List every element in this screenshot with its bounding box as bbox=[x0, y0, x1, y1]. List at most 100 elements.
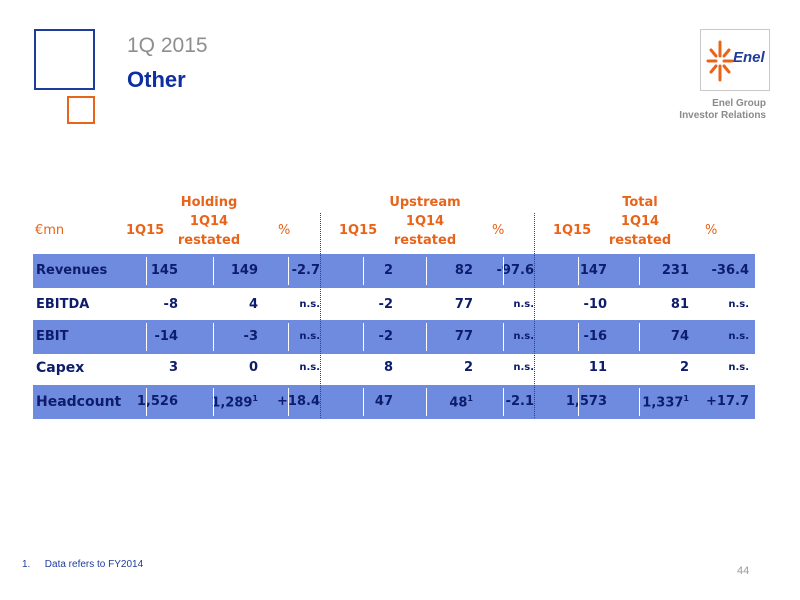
enel-logo: Enel bbox=[700, 29, 770, 91]
upstream-1q14-header: 1Q14 restated bbox=[380, 212, 470, 250]
table-row: EBITDA -8 4 n.s. -2 77 n.s. -10 81 n.s. bbox=[33, 288, 755, 322]
cell-u-2: -2.1 bbox=[474, 394, 534, 409]
cell-value: 81 bbox=[670, 297, 689, 312]
holding-1q14-line1: 1Q14 bbox=[189, 214, 229, 229]
holding-1q14-line2: restated bbox=[177, 233, 241, 248]
divider-upstream-total bbox=[534, 213, 535, 418]
group-holding: Holding bbox=[180, 195, 238, 210]
cell-h-0: 145 bbox=[118, 263, 178, 278]
cell-value: n.s. bbox=[299, 331, 320, 342]
group-total: Total bbox=[622, 195, 658, 210]
footnote-marker: 1 bbox=[683, 394, 689, 403]
cell-value: -2.1 bbox=[505, 394, 534, 409]
logo-square-blue bbox=[34, 29, 95, 90]
cell-value: n.s. bbox=[299, 362, 320, 373]
cell-separator bbox=[639, 388, 640, 416]
footnote-marker: 1 bbox=[252, 394, 258, 403]
cell-value: -3 bbox=[243, 329, 258, 344]
cell-value: -8 bbox=[163, 297, 178, 312]
table-row: Revenues 145 149 -2.7 2 82 -97.6 147 231 -36.4 bbox=[33, 254, 755, 288]
cell-h-0: -8 bbox=[118, 297, 178, 312]
holding-1q14-header: 1Q14 restated bbox=[164, 212, 254, 250]
cell-value: 3 bbox=[168, 360, 178, 375]
total-1q14-line1: 1Q14 bbox=[620, 214, 660, 229]
cell-value: -2 bbox=[378, 297, 393, 312]
row-label: Headcount bbox=[36, 394, 122, 410]
cell-t-0: 1,573 bbox=[547, 394, 607, 409]
enel-flower-icon bbox=[706, 40, 734, 82]
cell-u-2: n.s. bbox=[474, 299, 534, 310]
cell-u-2: n.s. bbox=[474, 331, 534, 342]
cell-t-2: n.s. bbox=[689, 299, 749, 310]
cell-separator bbox=[578, 257, 579, 285]
table-header: €mn Holding 1Q15 1Q14 restated % Upstrea… bbox=[33, 193, 755, 255]
logo-wordmark: Enel bbox=[733, 49, 765, 66]
department-name: Investor Relations bbox=[679, 110, 766, 121]
cell-value: 8 bbox=[383, 360, 393, 375]
cell-separator bbox=[503, 323, 504, 351]
cell-value: 149 bbox=[230, 263, 258, 278]
footnote-marker: 1 bbox=[467, 394, 473, 403]
cell-separator bbox=[578, 323, 579, 351]
cell-separator bbox=[213, 388, 214, 416]
cell-value: n.s. bbox=[728, 362, 749, 373]
results-table: €mn Holding 1Q15 1Q14 restated % Upstrea… bbox=[33, 193, 755, 255]
cell-separator bbox=[363, 257, 364, 285]
cell-t-2: n.s. bbox=[689, 362, 749, 373]
cell-h-0: 3 bbox=[118, 360, 178, 375]
cell-h-2: n.s. bbox=[260, 299, 320, 310]
cell-u-2: -97.6 bbox=[474, 263, 534, 278]
cell-value: 2 bbox=[679, 360, 689, 375]
logo-square-orange bbox=[67, 96, 95, 124]
holding-1q15-header: 1Q15 bbox=[126, 223, 165, 238]
row-label: EBIT bbox=[36, 329, 69, 344]
cell-value: 1,573 bbox=[565, 394, 607, 409]
cell-separator bbox=[426, 323, 427, 351]
cell-separator bbox=[288, 388, 289, 416]
cell-separator bbox=[146, 388, 147, 416]
cell-u-0: 47 bbox=[333, 394, 393, 409]
cell-value: 74 bbox=[670, 329, 689, 344]
footnote-number: 1. bbox=[22, 559, 31, 570]
cell-value: 77 bbox=[454, 329, 473, 344]
cell-t-2: +17.7 bbox=[689, 394, 749, 409]
cell-value: n.s. bbox=[513, 331, 534, 342]
cell-separator bbox=[363, 388, 364, 416]
cell-separator bbox=[363, 323, 364, 351]
cell-value: n.s. bbox=[728, 299, 749, 310]
cell-separator bbox=[146, 323, 147, 351]
cell-t-1: 2 bbox=[629, 360, 689, 375]
cell-separator bbox=[213, 257, 214, 285]
cell-u-0: 2 bbox=[333, 263, 393, 278]
cell-u-0: -2 bbox=[333, 329, 393, 344]
table-row: EBIT -14 -3 n.s. -2 77 n.s. -16 74 n.s. bbox=[33, 320, 755, 354]
cell-separator bbox=[639, 257, 640, 285]
cell-t-1: 1,3371 bbox=[629, 394, 689, 410]
cell-h-1: -3 bbox=[198, 329, 258, 344]
cell-value: -14 bbox=[154, 329, 179, 344]
cell-value: n.s. bbox=[513, 362, 534, 373]
cell-h-1: 4 bbox=[198, 297, 258, 312]
cell-h-0: 1,526 bbox=[118, 394, 178, 409]
cell-u-2: n.s. bbox=[474, 362, 534, 373]
cell-value: n.s. bbox=[299, 299, 320, 310]
cell-value: n.s. bbox=[728, 331, 749, 342]
cell-u-1: 481 bbox=[413, 394, 473, 410]
cell-separator bbox=[146, 257, 147, 285]
upstream-pct-header: % bbox=[492, 223, 505, 238]
cell-value: 2 bbox=[463, 360, 473, 375]
cell-t-1: 231 bbox=[629, 263, 689, 278]
cell-u-1: 77 bbox=[413, 329, 473, 344]
cell-value: 77 bbox=[454, 297, 473, 312]
cell-h-1: 0 bbox=[198, 360, 258, 375]
cell-value: 145 bbox=[150, 263, 178, 278]
cell-value: +18.4 bbox=[277, 394, 320, 409]
row-label: Revenues bbox=[36, 263, 108, 278]
cell-h-2: +18.4 bbox=[260, 394, 320, 409]
total-1q14-line2: restated bbox=[608, 233, 672, 248]
cell-separator bbox=[639, 323, 640, 351]
cell-h-2: n.s. bbox=[260, 362, 320, 373]
cell-value: 147 bbox=[579, 263, 607, 278]
cell-value: -2 bbox=[378, 329, 393, 344]
cell-u-0: 8 bbox=[333, 360, 393, 375]
